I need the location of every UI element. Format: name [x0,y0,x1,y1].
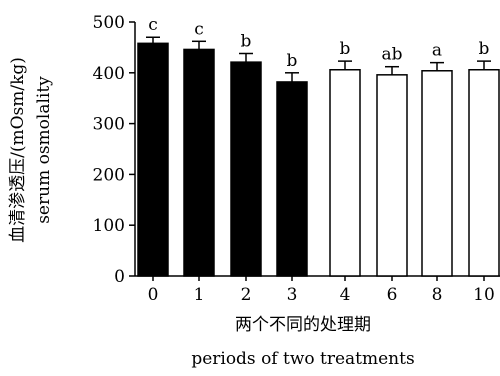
significance-label: b [340,39,351,59]
y-tick-label: 0 [114,267,125,287]
bar-8 [421,70,453,277]
bar-2 [230,61,262,277]
y-tick-label: 300 [93,115,125,135]
x-tick-label: 6 [387,285,398,305]
significance-label: b [479,39,490,59]
y-tick-label: 200 [93,165,125,185]
y-tick-label: 400 [93,64,125,84]
significance-label: c [148,15,158,35]
significance-label: b [241,31,252,51]
x-tick-label: 3 [287,285,298,305]
x-axis-label-en: periods of two treatments [191,349,414,369]
x-tick-label: 10 [473,285,495,305]
significance-label: c [194,19,204,39]
significance-label: ab [381,45,402,65]
x-tick-label: 8 [432,285,443,305]
x-tick-label: 0 [148,285,159,305]
y-tick-label: 500 [93,13,125,33]
bar-4 [329,69,361,277]
x-tick-label: 4 [340,285,351,305]
significance-label: b [287,51,298,71]
y-axis-label-cn: 血清渗透压/(mOsm/kg) [8,57,28,243]
x-tick-label: 1 [194,285,205,305]
y-axis-label-en: serum osmolality [34,76,54,224]
x-tick-label: 2 [241,285,252,305]
bar-0 [137,42,169,277]
bar-10 [468,69,500,277]
y-tick-label: 100 [93,216,125,236]
bar-6 [376,74,408,277]
significance-label: a [432,41,442,61]
x-axis-label-cn: 两个不同的处理期 [235,315,371,335]
bar-3 [276,81,308,277]
bar-1 [183,48,215,277]
